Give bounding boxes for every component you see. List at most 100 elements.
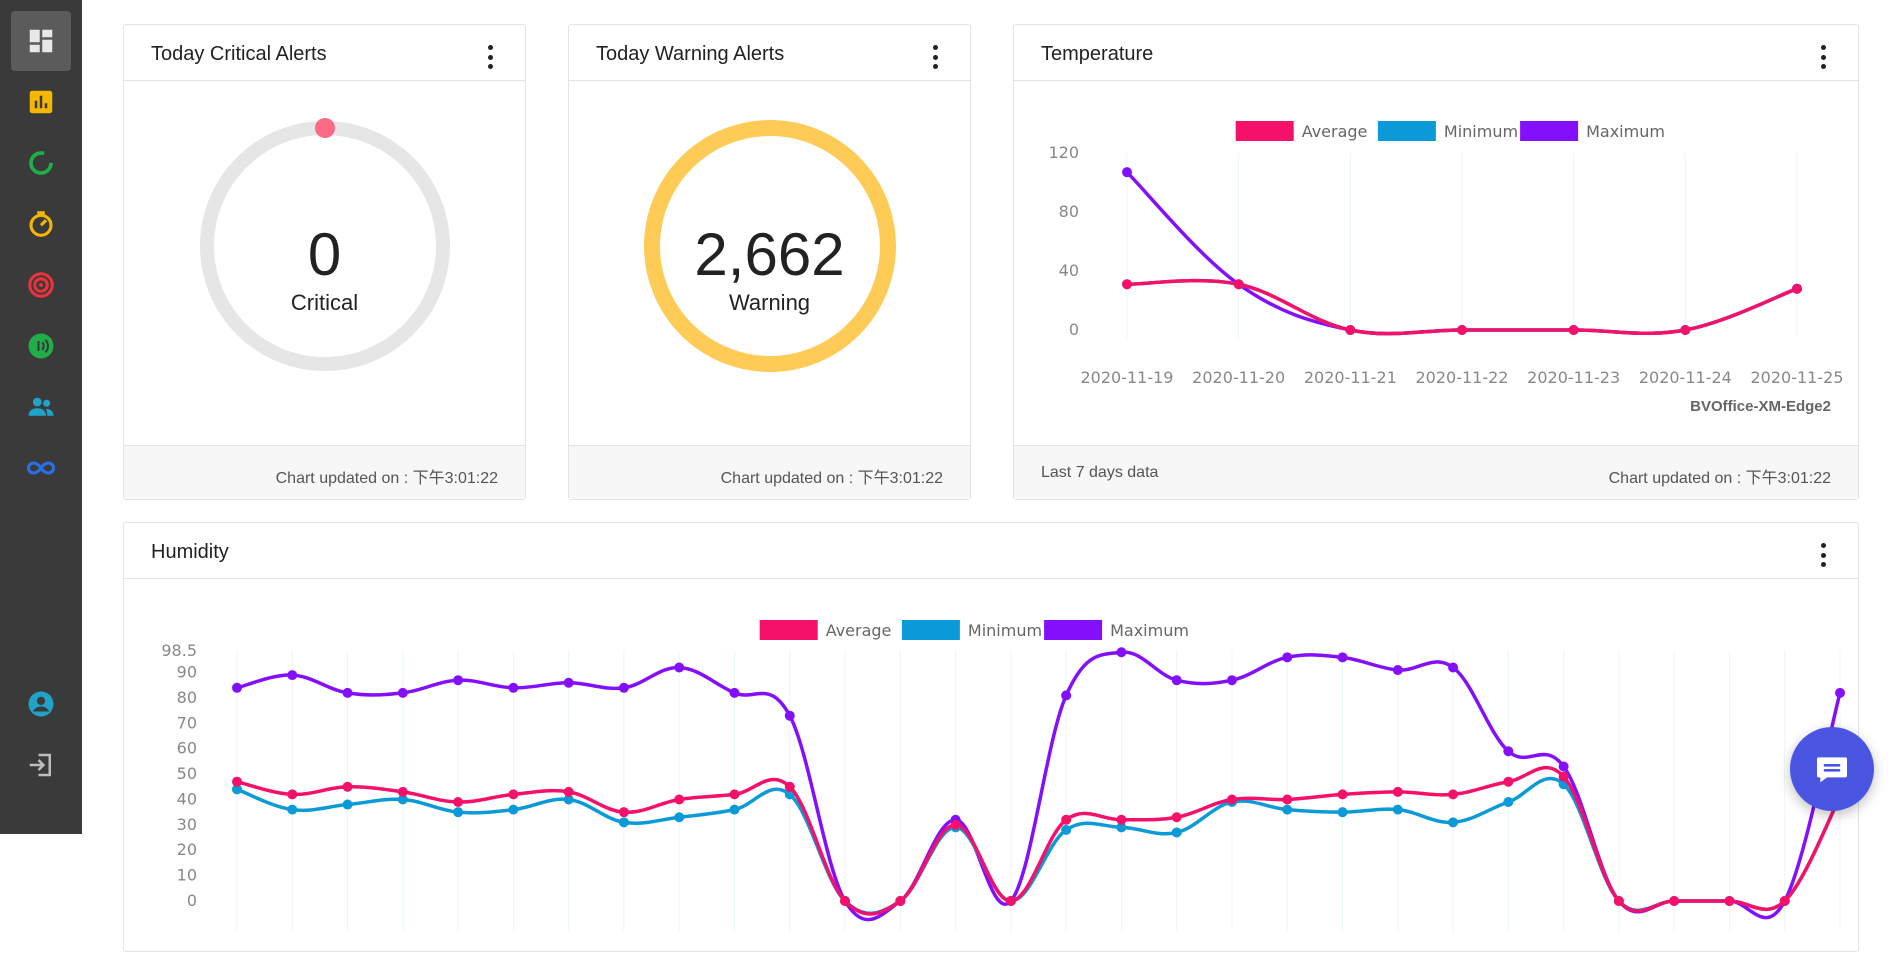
- data-point: [784, 781, 795, 792]
- legend-label: Minimum: [1444, 122, 1518, 141]
- data-point: [453, 797, 464, 808]
- data-point: [1171, 827, 1182, 838]
- more-options-button[interactable]: [485, 45, 495, 69]
- y-tick-label: 40: [177, 789, 197, 808]
- nav-sensors[interactable]: [11, 316, 71, 376]
- x-tick-label: 2020-11-21: [1304, 368, 1397, 387]
- nav-integrations[interactable]: [11, 438, 71, 498]
- data-point: [784, 710, 795, 721]
- footer-range-text: Last 7 days data: [1041, 464, 1159, 481]
- chart-subtitle: BVOffice-XM-Edge2: [1690, 398, 1831, 415]
- data-point: [729, 789, 740, 800]
- more-options-button[interactable]: [930, 45, 940, 69]
- nav-timer[interactable]: [11, 194, 71, 254]
- data-point: [895, 896, 906, 906]
- data-point: [1779, 896, 1790, 906]
- y-tick-label: 80: [177, 688, 197, 707]
- nav-target[interactable]: [11, 255, 71, 315]
- data-point: [1503, 746, 1514, 757]
- y-tick-label: 10: [177, 866, 197, 885]
- data-point: [1558, 761, 1569, 772]
- temperature-card: Temperature 0 40 80 120 2020-11-19 2020-11-20…: [1013, 24, 1859, 500]
- bar-chart-icon: [29, 90, 53, 114]
- nav-status[interactable]: [11, 133, 71, 193]
- legend-label: Maximum: [1586, 122, 1665, 141]
- data-point: [729, 687, 740, 698]
- kebab-dot: [932, 64, 938, 69]
- dashboard-icon: [29, 29, 53, 53]
- nav-logout[interactable]: [11, 735, 71, 795]
- x-tick-label: 2020-11-20: [1192, 368, 1285, 387]
- data-point: [1061, 814, 1072, 825]
- data-point: [287, 804, 298, 815]
- kebab-dot: [932, 54, 938, 60]
- chart-updated-text: Chart updated on : 下午3:01:22: [720, 470, 943, 487]
- warning-label: Warning: [728, 290, 811, 315]
- data-point: [1457, 325, 1467, 335]
- y-tick-label: 30: [177, 815, 197, 834]
- data-point: [1282, 804, 1293, 815]
- data-point: [1448, 817, 1459, 828]
- kebab-dot: [1820, 64, 1826, 69]
- data-point: [674, 812, 685, 823]
- legend-label: Minimum: [968, 621, 1042, 640]
- data-point: [1282, 794, 1293, 805]
- data-point: [1122, 167, 1132, 178]
- data-point: [1345, 325, 1356, 335]
- x-tick-label: 2020-11-24: [1639, 368, 1732, 387]
- data-point: [397, 786, 408, 797]
- data-point: [1392, 786, 1403, 797]
- y-tick-label: 40: [1059, 261, 1079, 280]
- data-point: [1061, 690, 1072, 701]
- critical-alerts-card: Today Critical Alerts 0 Critical Chart u…: [123, 24, 526, 500]
- data-point: [1061, 824, 1072, 835]
- kebab-dot: [1820, 54, 1826, 60]
- data-point: [1613, 896, 1624, 906]
- more-options-button[interactable]: [1818, 543, 1828, 567]
- kebab-dot: [1820, 45, 1826, 50]
- data-point: [1282, 652, 1293, 663]
- nav-dashboard[interactable]: [11, 11, 71, 71]
- data-point: [1503, 797, 1514, 808]
- data-point: [397, 687, 408, 698]
- data-point: [1122, 279, 1132, 290]
- x-tick-label: 2020-11-23: [1527, 368, 1620, 387]
- data-point: [287, 670, 298, 681]
- data-point: [342, 781, 353, 792]
- nav-account[interactable]: [11, 674, 71, 734]
- data-point: [1724, 896, 1735, 906]
- card-header: Today Warning Alerts: [569, 25, 970, 81]
- y-tick-label: 20: [177, 840, 197, 859]
- data-point: [342, 799, 353, 810]
- nav-reports[interactable]: [11, 72, 71, 132]
- critical-count: 0: [307, 221, 342, 288]
- critical-label: Critical: [290, 290, 359, 315]
- y-tick-label: 120: [1048, 143, 1079, 162]
- sensor-icon: [28, 333, 54, 359]
- card-header: Temperature: [1014, 25, 1858, 81]
- y-tick-label: 0: [1069, 320, 1079, 339]
- data-point: [729, 804, 740, 815]
- data-point: [563, 794, 574, 805]
- data-point: [1337, 652, 1348, 663]
- warning-count: 2,662: [694, 221, 845, 288]
- nav-users[interactable]: [11, 377, 71, 437]
- logout-icon: [29, 753, 51, 777]
- y-tick-label: 80: [1059, 202, 1079, 221]
- kebab-dot: [1820, 562, 1826, 567]
- data-point: [1005, 896, 1016, 906]
- data-point: [1792, 283, 1802, 294]
- chat-button[interactable]: [1790, 727, 1874, 811]
- y-tick-label: 60: [177, 739, 197, 758]
- data-point: [563, 677, 574, 688]
- data-point: [950, 819, 961, 830]
- data-point: [1448, 789, 1459, 800]
- data-point: [1503, 776, 1514, 787]
- data-point: [508, 804, 519, 815]
- data-point: [232, 776, 242, 787]
- data-point: [1233, 279, 1244, 290]
- card-title: Temperature: [1041, 43, 1154, 65]
- legend-swatch: [1044, 620, 1103, 640]
- data-point: [232, 682, 242, 693]
- more-options-button[interactable]: [1818, 45, 1828, 69]
